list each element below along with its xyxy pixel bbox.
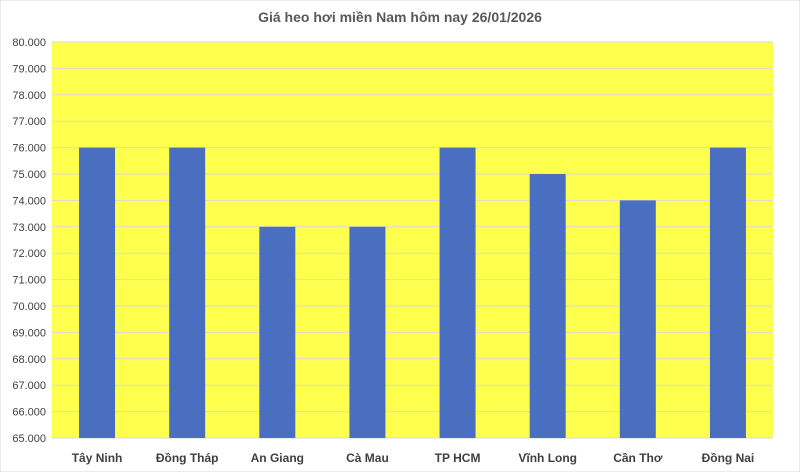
y-tick-label: 70.000 [12, 301, 46, 313]
x-category-label: Tây Ninh [72, 451, 123, 465]
y-tick-label: 65.000 [12, 433, 46, 445]
y-tick-label: 76.000 [12, 143, 46, 155]
x-category-label: Đồng Nai [702, 451, 755, 465]
y-tick-label: 79.000 [12, 63, 46, 75]
y-tick-label: 75.000 [12, 169, 46, 181]
x-category-label: An Giang [251, 451, 304, 465]
y-tick-label: 73.000 [12, 222, 46, 234]
plot-area [52, 42, 773, 438]
y-tick-label: 68.000 [12, 354, 46, 366]
bar [709, 147, 746, 438]
chart-title: Giá heo hơi miền Nam hôm nay 26/01/2026 [258, 9, 542, 25]
y-tick-label: 66.000 [12, 407, 46, 419]
bar [619, 200, 656, 438]
y-tick-label: 67.000 [12, 380, 46, 392]
bar [439, 147, 476, 438]
bar [169, 147, 206, 438]
y-tick-label: 74.000 [12, 195, 46, 207]
y-tick-label: 71.000 [12, 275, 46, 287]
y-tick-label: 78.000 [12, 90, 46, 102]
x-category-label: TP HCM [435, 451, 481, 465]
bar [259, 226, 296, 438]
bar [529, 174, 566, 438]
bar [349, 226, 386, 438]
x-category-label: Cần Thơ [613, 451, 663, 465]
y-tick-label: 80.000 [12, 37, 46, 49]
y-tick-label: 72.000 [12, 248, 46, 260]
y-tick-label: 69.000 [12, 327, 46, 339]
x-category-label: Đồng Tháp [156, 451, 219, 465]
bar [79, 147, 116, 438]
x-category-label: Vĩnh Long [518, 451, 577, 465]
x-category-label: Cà Mau [346, 451, 389, 465]
y-tick-label: 77.000 [12, 116, 46, 128]
